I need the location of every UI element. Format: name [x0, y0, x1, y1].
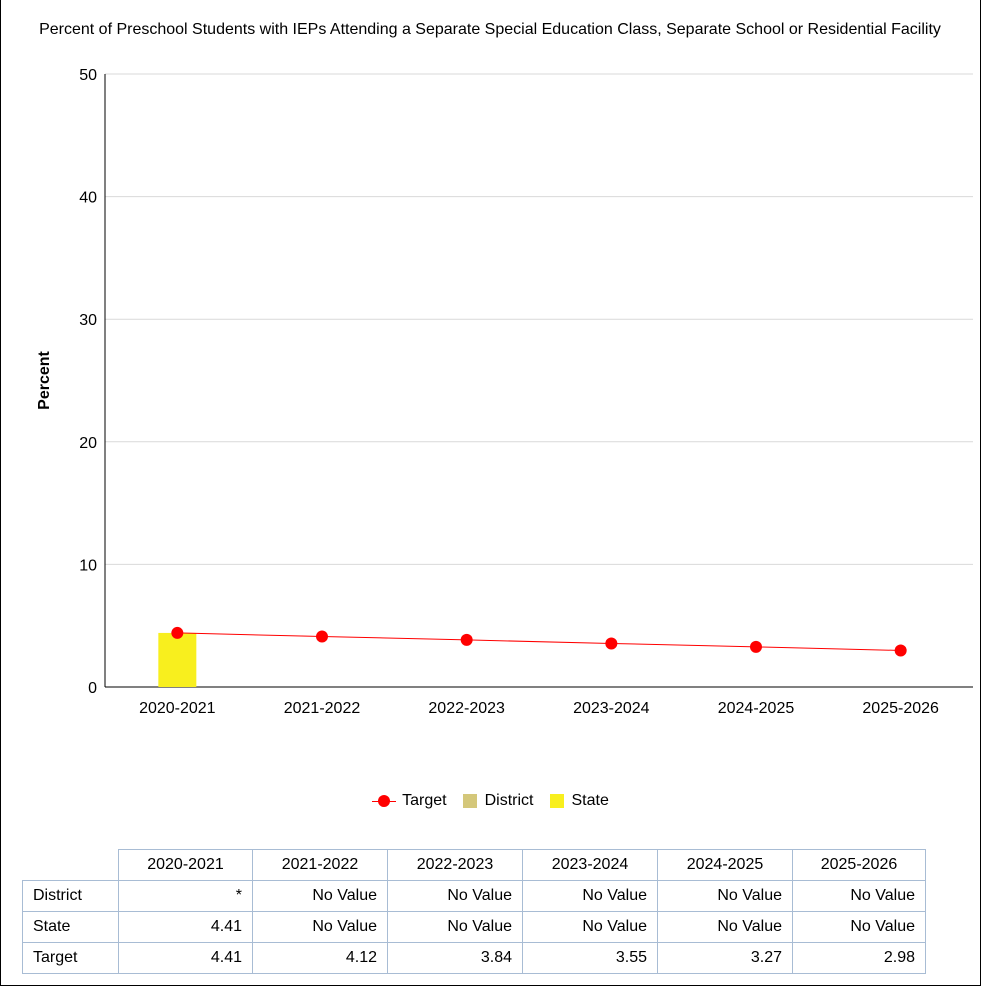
x-tick-label: 2021-2022: [284, 700, 361, 717]
x-tick-label: 2025-2026: [862, 700, 939, 717]
table-cell: No Value: [657, 911, 793, 943]
table-cell: No Value: [792, 911, 926, 943]
table-column-header: 2021-2022: [252, 849, 388, 881]
x-tick-label: 2020-2021: [139, 700, 216, 717]
chart-legend: Target District State: [0, 792, 981, 810]
target-point: [605, 637, 618, 650]
table-cell: 4.41: [118, 911, 253, 943]
legend-state-label: State: [571, 792, 609, 809]
table-row: District * No Value No Value No Value No…: [22, 880, 926, 912]
x-tick-label: 2024-2025: [718, 700, 795, 717]
y-tick-label: 30: [79, 312, 97, 329]
table-cell: 2.98: [792, 942, 926, 974]
target-point: [316, 630, 328, 643]
table-row: State 4.41 No Value No Value No Value No…: [22, 911, 926, 943]
table-row-label: State: [22, 911, 119, 943]
table-header-row: 2020-2021 2021-2022 2022-2023 2023-2024 …: [22, 849, 926, 881]
target-point: [171, 626, 184, 639]
table-cell: 3.84: [387, 942, 523, 974]
legend-district-label: District: [484, 792, 534, 809]
table-cell: No Value: [387, 880, 523, 912]
legend-district-swatch-icon: [462, 794, 477, 808]
table-column-header: 2024-2025: [657, 849, 793, 881]
table-column-header: 2020-2021: [118, 849, 253, 881]
table-column-header: 2022-2023: [387, 849, 523, 881]
legend-state-swatch-icon: [549, 794, 564, 808]
table-corner-cell: [22, 849, 119, 881]
legend-target-dot: [378, 795, 391, 807]
table-cell: No Value: [522, 880, 658, 912]
table-cell: 4.12: [252, 942, 388, 974]
table-column-header: 2025-2026: [792, 849, 926, 881]
x-tick-label: 2022-2023: [428, 700, 505, 717]
table-cell: No Value: [522, 911, 658, 943]
legend-target-marker-icon: [372, 795, 397, 807]
table-cell: No Value: [792, 880, 926, 912]
table-row: Target 4.41 4.12 3.84 3.55 3.27 2.98: [22, 942, 926, 974]
target-line: [177, 632, 901, 651]
y-tick-label: 20: [79, 435, 97, 452]
y-tick-label: 50: [79, 67, 97, 84]
table-row-label: District: [22, 880, 119, 912]
bar-state: [158, 632, 197, 687]
data-table: 2020-2021 2021-2022 2022-2023 2023-2024 …: [22, 849, 926, 974]
legend-item-district[interactable]: District: [462, 792, 534, 810]
table-row-label: Target: [22, 942, 119, 974]
chart-plot: 0 10 20 30 40 50 Percent 2020-2021 2021-2022 2022…: [36, 67, 973, 717]
y-tick-label: 10: [79, 557, 97, 574]
y-tick-label: 40: [79, 190, 97, 207]
target-point: [894, 644, 907, 657]
legend-item-target[interactable]: Target: [372, 792, 447, 810]
legend-target-label: Target: [402, 792, 447, 809]
table-cell: 3.55: [522, 942, 658, 974]
table-cell: 4.41: [118, 942, 253, 974]
table-column-header: 2023-2024: [522, 849, 658, 881]
y-tick-label: 0: [88, 680, 97, 697]
table-cell: No Value: [252, 911, 388, 943]
target-point: [460, 633, 473, 646]
target-point: [750, 640, 762, 653]
table-cell: 3.27: [657, 942, 793, 974]
table-cell: *: [118, 880, 253, 912]
table-cell: No Value: [252, 880, 388, 912]
y-axis-title: Percent: [36, 350, 53, 409]
table-cell: No Value: [657, 880, 793, 912]
legend-item-state[interactable]: State: [549, 792, 609, 810]
table-cell: No Value: [387, 911, 523, 943]
chart-title: Percent of Preschool Students with IEPs …: [39, 21, 941, 38]
x-tick-label: 2023-2024: [573, 700, 650, 717]
